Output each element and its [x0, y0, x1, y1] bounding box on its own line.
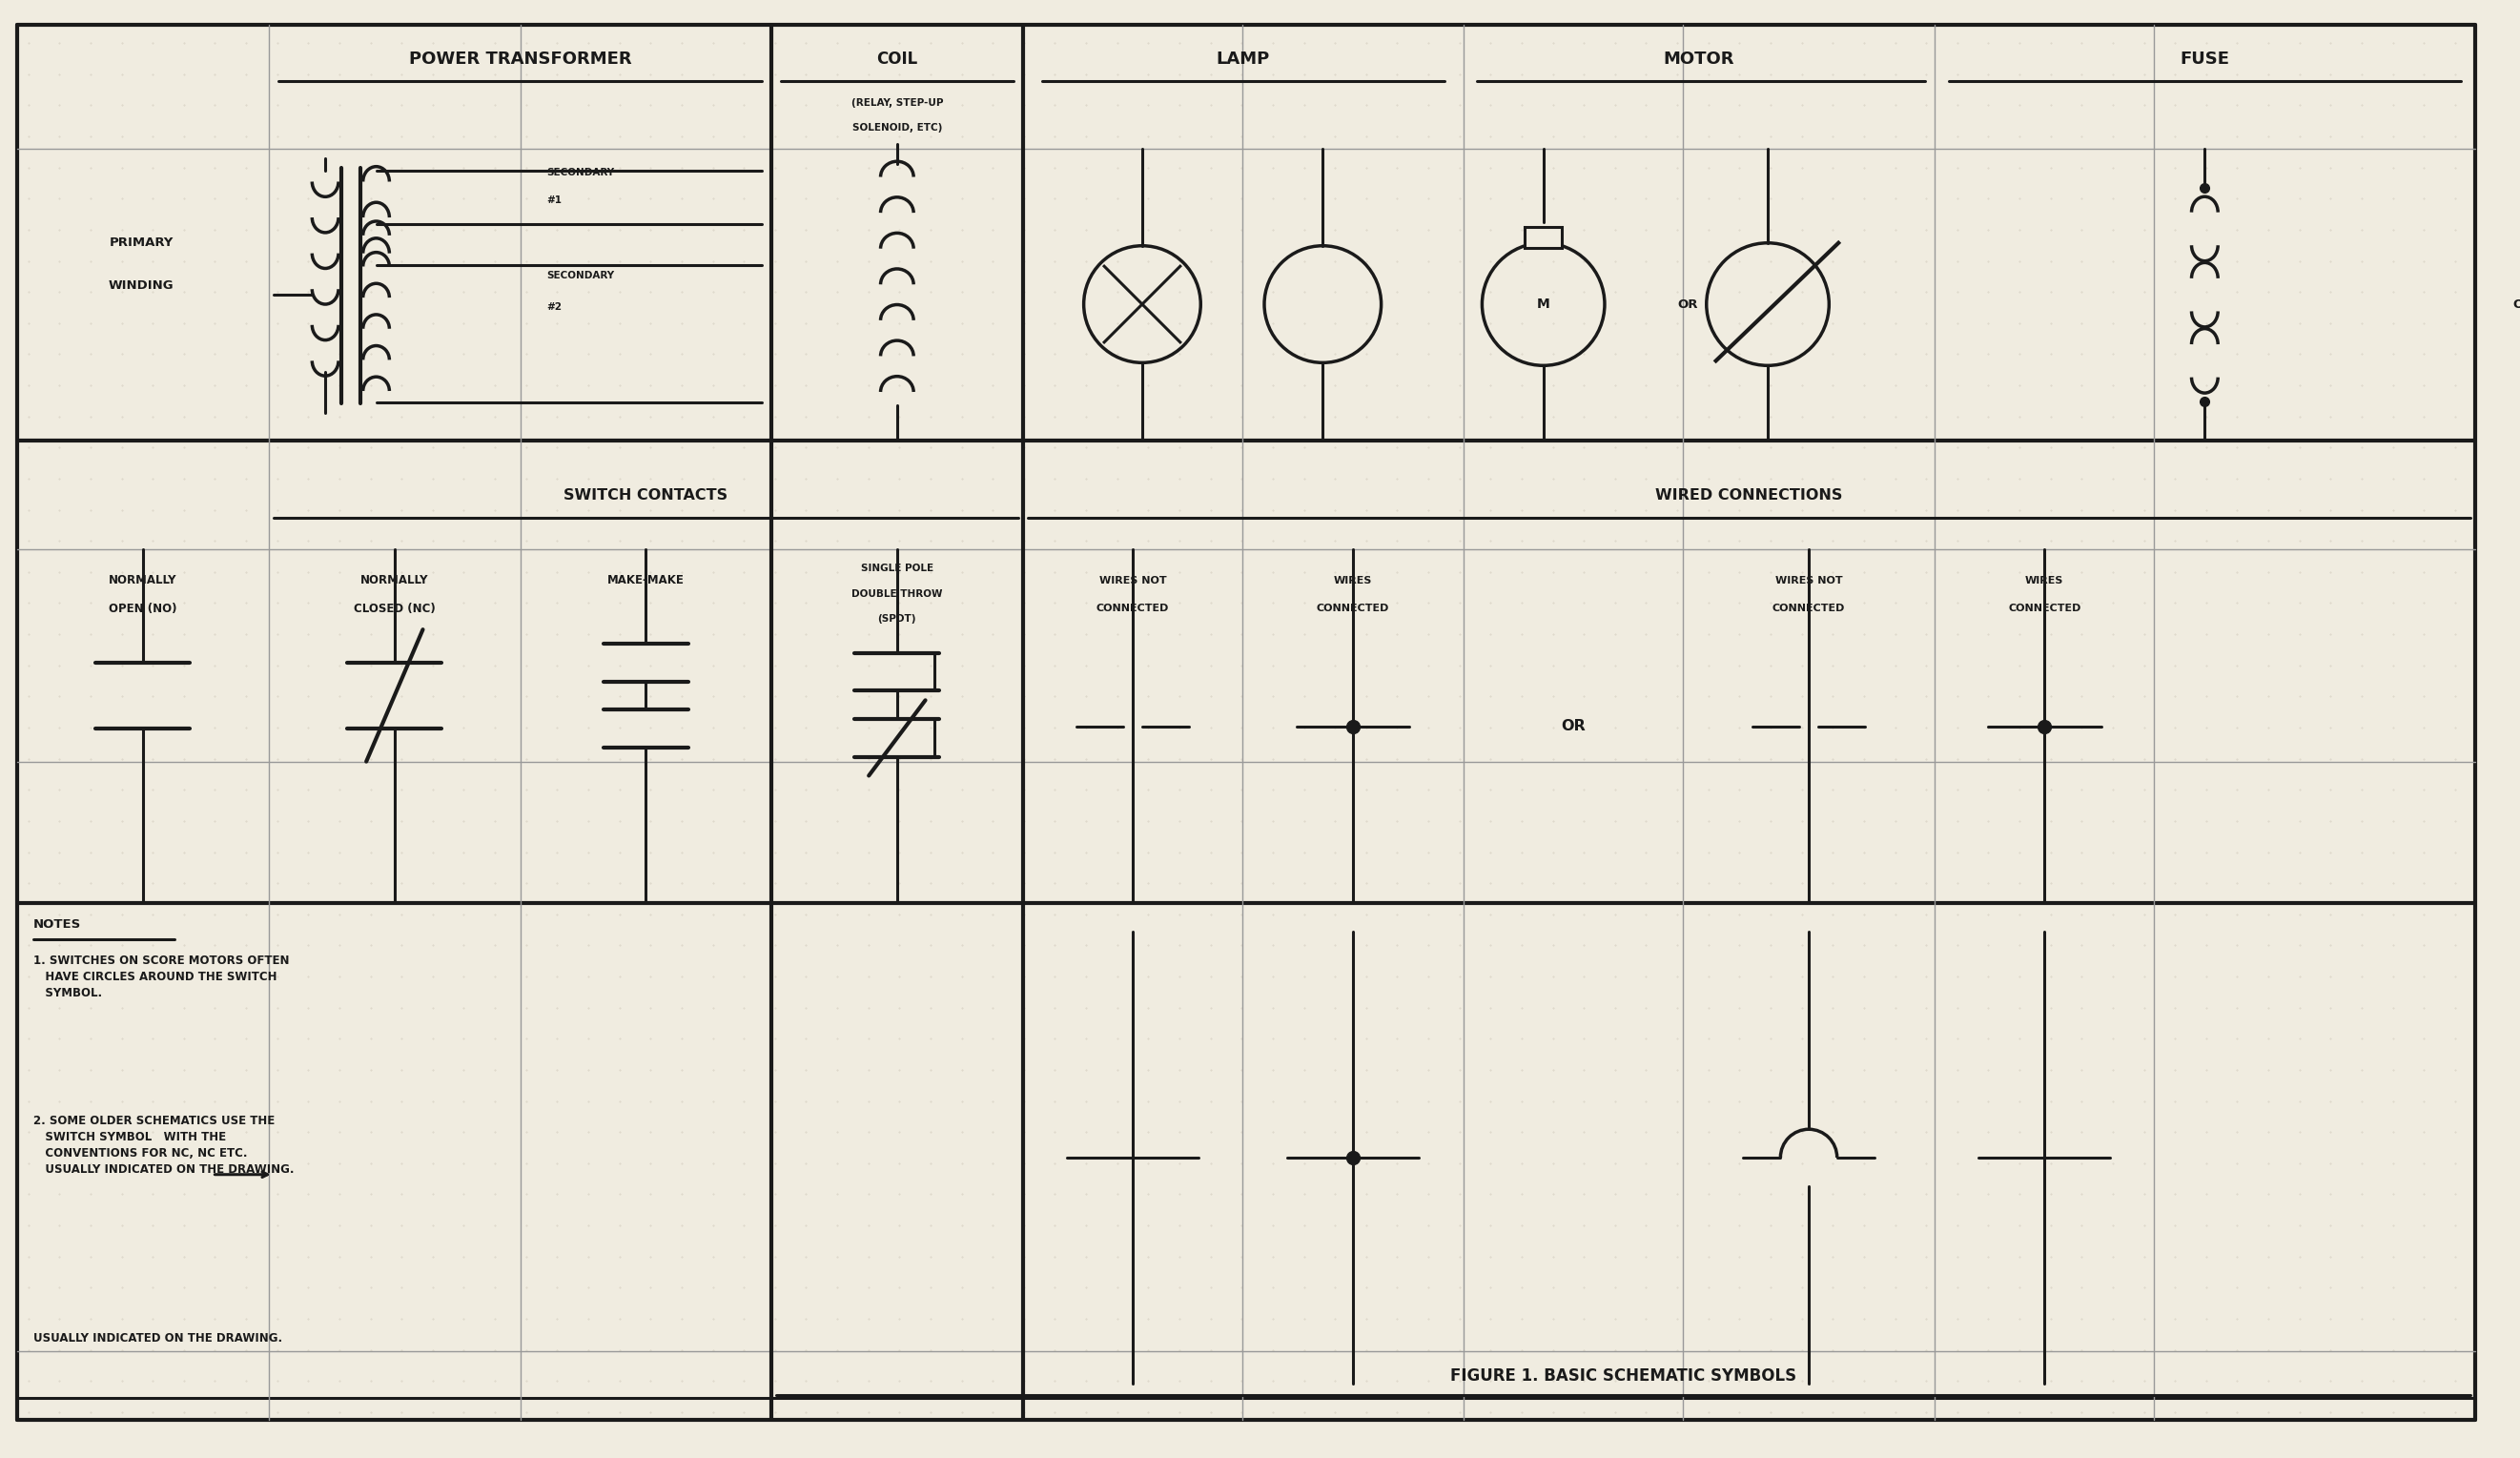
Text: CONNECTED: CONNECTED — [1772, 604, 1845, 614]
Text: SOLENOID, ETC): SOLENOID, ETC) — [852, 122, 942, 133]
Text: FUSE: FUSE — [2180, 51, 2230, 67]
Text: DOUBLE THROW: DOUBLE THROW — [852, 589, 942, 598]
Text: POWER TRANSFORMER: POWER TRANSFORMER — [408, 51, 633, 67]
Text: #1: #1 — [547, 195, 562, 206]
Text: SECONDARY: SECONDARY — [547, 271, 615, 281]
Text: WIRES: WIRES — [2026, 576, 2064, 585]
Text: SINGLE POLE: SINGLE POLE — [862, 563, 932, 573]
Text: FIGURE 1. BASIC SCHEMATIC SYMBOLS: FIGURE 1. BASIC SCHEMATIC SYMBOLS — [1449, 1368, 1797, 1385]
Text: 1. SWITCHES ON SCORE MOTORS OFTEN
   HAVE CIRCLES AROUND THE SWITCH
   SYMBOL.: 1. SWITCHES ON SCORE MOTORS OFTEN HAVE C… — [33, 955, 290, 1000]
Text: WIRES: WIRES — [1333, 576, 1373, 585]
Text: WINDING: WINDING — [108, 278, 174, 292]
Text: WIRES NOT: WIRES NOT — [1099, 576, 1167, 585]
Text: 2. SOME OLDER SCHEMATICS USE THE
   SWITCH SYMBOL   WITH THE
   CONVENTIONS FOR : 2. SOME OLDER SCHEMATICS USE THE SWITCH … — [33, 1115, 295, 1177]
Text: CONNECTED: CONNECTED — [2008, 604, 2082, 614]
Text: OPEN (NO): OPEN (NO) — [108, 602, 176, 615]
Text: OR: OR — [2512, 297, 2520, 311]
Text: CONNECTED: CONNECTED — [1096, 604, 1169, 614]
Text: NORMALLY: NORMALLY — [108, 574, 176, 586]
Text: NOTES: NOTES — [33, 919, 81, 930]
Text: OR: OR — [1560, 719, 1585, 733]
Text: NORMALLY: NORMALLY — [360, 574, 428, 586]
Text: MOTOR: MOTOR — [1663, 51, 1734, 67]
Text: LAMP: LAMP — [1217, 51, 1270, 67]
Text: CONNECTED: CONNECTED — [1315, 604, 1389, 614]
Text: WIRES NOT: WIRES NOT — [1774, 576, 1842, 585]
Bar — [1525, 227, 1562, 248]
Text: SWITCH CONTACTS: SWITCH CONTACTS — [564, 488, 728, 503]
Text: CLOSED (NC): CLOSED (NC) — [353, 602, 436, 615]
Text: (SPDT): (SPDT) — [877, 614, 917, 624]
Text: PRIMARY: PRIMARY — [108, 236, 174, 249]
Text: USUALLY INDICATED ON THE DRAWING.: USUALLY INDICATED ON THE DRAWING. — [33, 1333, 282, 1344]
Text: (RELAY, STEP-UP: (RELAY, STEP-UP — [852, 99, 942, 108]
Text: #2: #2 — [547, 302, 562, 312]
Text: SECONDARY: SECONDARY — [547, 168, 615, 176]
Text: WIRED CONNECTIONS: WIRED CONNECTIONS — [1656, 488, 1842, 503]
Text: M: M — [1537, 297, 1550, 311]
Text: MAKE-MAKE: MAKE-MAKE — [607, 574, 685, 586]
Text: COIL: COIL — [877, 51, 917, 67]
Text: OR: OR — [1678, 297, 1698, 311]
